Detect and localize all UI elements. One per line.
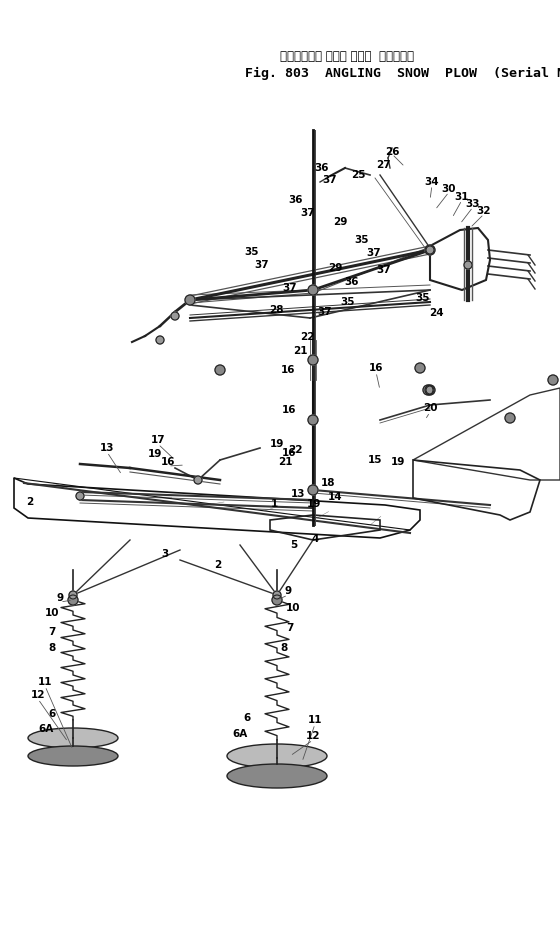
Text: 8: 8 (281, 643, 288, 653)
Circle shape (272, 595, 282, 605)
Text: Fig. 803  ANGLING  SNOW  PLOW  (Serial No. 1003 ~): Fig. 803 ANGLING SNOW PLOW (Serial No. 1… (245, 66, 560, 79)
Text: 11: 11 (38, 677, 52, 687)
Circle shape (308, 285, 318, 295)
Circle shape (156, 336, 164, 344)
Text: 9: 9 (284, 586, 292, 596)
Text: 3: 3 (161, 549, 169, 559)
Text: 37: 37 (283, 283, 297, 293)
Text: 34: 34 (424, 177, 439, 187)
Text: 29: 29 (333, 217, 347, 227)
Text: 31: 31 (455, 192, 469, 202)
Circle shape (273, 591, 281, 599)
Ellipse shape (28, 728, 118, 748)
Text: 20: 20 (423, 403, 437, 413)
Circle shape (415, 363, 425, 373)
Text: 11: 11 (308, 715, 322, 725)
Circle shape (464, 261, 472, 269)
Circle shape (425, 385, 435, 395)
Text: 19: 19 (391, 457, 405, 467)
Text: 37: 37 (301, 208, 315, 218)
Text: 28: 28 (269, 305, 283, 315)
Circle shape (185, 295, 195, 305)
Text: 13: 13 (291, 489, 305, 499)
Text: 13: 13 (100, 443, 114, 453)
Circle shape (423, 385, 433, 395)
Text: 36: 36 (345, 277, 360, 287)
Text: 6A: 6A (39, 724, 54, 734)
Ellipse shape (227, 764, 327, 788)
Text: 25: 25 (351, 170, 365, 180)
Text: 35: 35 (245, 247, 259, 257)
Text: 30: 30 (442, 184, 456, 194)
Text: 22: 22 (300, 332, 314, 342)
Text: 16: 16 (281, 365, 295, 375)
Text: 26: 26 (385, 147, 399, 157)
Text: 6: 6 (48, 709, 55, 719)
Text: 2: 2 (26, 497, 34, 507)
Circle shape (68, 595, 78, 605)
Circle shape (308, 485, 318, 495)
Text: 15: 15 (368, 455, 382, 465)
Circle shape (426, 246, 434, 254)
Text: 36: 36 (315, 163, 329, 173)
Text: 4: 4 (311, 534, 319, 544)
Circle shape (194, 476, 202, 484)
Text: 10: 10 (286, 603, 300, 613)
Circle shape (548, 375, 558, 385)
Text: 21: 21 (278, 457, 292, 467)
Text: 37: 37 (318, 307, 332, 317)
Text: 16: 16 (368, 363, 383, 373)
Text: 17: 17 (151, 435, 165, 445)
Text: 7: 7 (48, 627, 55, 637)
Text: 37: 37 (323, 175, 337, 185)
Text: 19: 19 (270, 439, 284, 449)
Text: 35: 35 (340, 297, 355, 307)
Circle shape (69, 591, 77, 599)
Text: 14: 14 (328, 492, 342, 502)
Text: アングリング スノウ プラウ  （適用号機: アングリング スノウ プラウ （適用号機 (280, 50, 414, 63)
Text: 2: 2 (214, 560, 222, 570)
Text: 10: 10 (45, 608, 59, 618)
Text: 16: 16 (161, 457, 175, 467)
Text: 32: 32 (477, 206, 491, 216)
Text: 16: 16 (282, 405, 296, 415)
Text: 37: 37 (255, 260, 269, 270)
Text: 33: 33 (466, 199, 480, 209)
Circle shape (308, 415, 318, 425)
Text: 35: 35 (354, 235, 369, 245)
Ellipse shape (227, 744, 327, 768)
Text: 35: 35 (416, 293, 430, 303)
Text: 27: 27 (376, 160, 390, 170)
Text: 19: 19 (148, 449, 162, 459)
Circle shape (426, 386, 434, 394)
Circle shape (505, 413, 515, 423)
Text: 21: 21 (293, 346, 307, 356)
Ellipse shape (28, 746, 118, 766)
Text: 24: 24 (429, 308, 444, 318)
Text: 22: 22 (288, 445, 302, 455)
Text: 5: 5 (291, 540, 297, 550)
Text: 18: 18 (321, 478, 335, 488)
Text: 1: 1 (270, 499, 278, 509)
Text: 6A: 6A (232, 729, 248, 739)
Circle shape (215, 365, 225, 375)
Circle shape (425, 245, 435, 255)
Text: 37: 37 (367, 248, 381, 258)
Text: 7: 7 (286, 623, 293, 633)
Text: 19: 19 (307, 499, 321, 509)
Text: 12: 12 (306, 731, 320, 741)
Text: 9: 9 (57, 593, 64, 603)
Circle shape (171, 312, 179, 320)
Circle shape (308, 355, 318, 365)
Text: 29: 29 (328, 263, 342, 273)
Text: 8: 8 (48, 643, 55, 653)
Circle shape (76, 492, 84, 500)
Text: 12: 12 (31, 690, 45, 700)
Text: 6: 6 (244, 713, 251, 723)
Text: 16: 16 (282, 448, 296, 458)
Text: 36: 36 (289, 195, 304, 205)
Text: 37: 37 (377, 265, 391, 275)
